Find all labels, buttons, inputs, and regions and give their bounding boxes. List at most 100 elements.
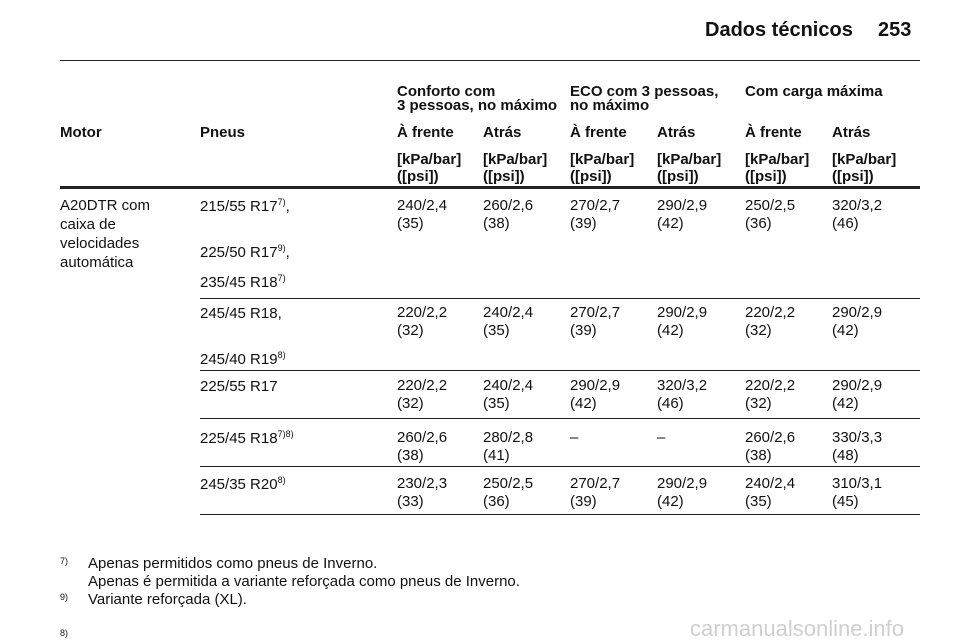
tyre: 225/55 R17 (200, 378, 278, 396)
column-header: À frente (570, 124, 627, 141)
pressure: (35) (483, 322, 510, 339)
rule (60, 60, 920, 61)
column-header: Pneus (200, 124, 246, 141)
note-ref: 8) (277, 475, 286, 485)
pressure: (41) (483, 447, 510, 464)
pressure: (46) (657, 395, 684, 412)
group-header: Com carga máxima (745, 83, 883, 100)
group-header: Conforto com (397, 83, 496, 100)
unit: [kPa/bar] (483, 151, 548, 168)
pressure: (42) (832, 395, 859, 412)
pressure: 290/2,9 (570, 377, 621, 394)
pressure: 240/2,4 (483, 304, 534, 321)
rule (200, 466, 920, 467)
pressure: 260/2,6 (745, 429, 796, 446)
unit: [kPa/bar] (570, 151, 635, 168)
footnote-mark: 7) (60, 556, 69, 566)
pressure: (39) (570, 215, 597, 232)
column-header: Atrás (657, 124, 696, 141)
unit: ([psi]) (570, 168, 612, 185)
pressure: (45) (832, 493, 859, 510)
pressure: (35) (483, 395, 510, 412)
suffix: , (285, 244, 290, 261)
pressure: 220/2,2 (745, 304, 796, 321)
unit: [kPa/bar] (745, 151, 810, 168)
rule (200, 418, 920, 419)
tyre: 225/50 R179), (200, 243, 290, 263)
pressure: 310/3,1 (832, 475, 883, 492)
tyre: 245/35 R208) (200, 475, 286, 495)
pressure: 220/2,2 (397, 304, 448, 321)
pressure: 270/2,7 (570, 197, 621, 214)
tyre-size: 225/50 R17 (200, 244, 278, 261)
note-ref: 8) (277, 350, 286, 360)
tyre-size: 225/55 R17 (200, 378, 278, 395)
note-ref: 9) (277, 243, 286, 253)
rule (60, 186, 920, 189)
pressure: (42) (832, 322, 859, 339)
tyre-size: 245/45 R18, (200, 305, 282, 322)
tyre-size: 225/45 R18 (200, 430, 278, 447)
pressure: (42) (657, 215, 684, 232)
pressure: 260/2,6 (397, 429, 448, 446)
pressure: (38) (745, 447, 772, 464)
pressure: 290/2,9 (832, 377, 883, 394)
unit: ([psi]) (483, 168, 525, 185)
footnote-mark: 8) (60, 628, 69, 638)
pressure: (35) (745, 493, 772, 510)
pressure: 220/2,2 (397, 377, 448, 394)
pressure: 320/3,2 (657, 377, 708, 394)
pressure: (46) (832, 215, 859, 232)
pressure: (32) (397, 322, 424, 339)
tyre: 245/40 R198) (200, 350, 286, 370)
column-header: À frente (745, 124, 802, 141)
suffix: , (285, 198, 290, 215)
note-ref: 7) (277, 197, 286, 207)
pressure: (32) (745, 322, 772, 339)
motor: A20DTR com (60, 197, 151, 214)
pressure: 290/2,9 (657, 197, 708, 214)
rule (200, 298, 920, 299)
pressure: (36) (745, 215, 772, 232)
pressure: (33) (397, 493, 424, 510)
pressure: (36) (483, 493, 510, 510)
rule (200, 370, 920, 371)
pressure: (38) (397, 447, 424, 464)
tyre: 235/45 R187) (200, 273, 286, 293)
pressure: 280/2,8 (483, 429, 534, 446)
pressure: (39) (570, 322, 597, 339)
footnote: Variante reforçada (XL). (88, 591, 247, 608)
pressure: (48) (832, 447, 859, 464)
column-header: À frente (397, 124, 454, 141)
tyre-size: 245/40 R19 (200, 351, 278, 368)
column-header: Atrás (483, 124, 522, 141)
pressure: (32) (745, 395, 772, 412)
pressure: 270/2,7 (570, 475, 621, 492)
pressure: 290/2,9 (657, 475, 708, 492)
group-header: no máximo (570, 97, 650, 114)
pressure: – (570, 429, 579, 446)
unit: [kPa/bar] (657, 151, 722, 168)
pressure: 220/2,2 (745, 377, 796, 394)
pressure: (42) (657, 493, 684, 510)
pressure: 270/2,7 (570, 304, 621, 321)
pressure: – (657, 429, 666, 446)
footnote-mark: 9) (60, 592, 69, 602)
unit: [kPa/bar] (832, 151, 897, 168)
page-number: 253 (878, 19, 912, 41)
note-ref: 7)8) (277, 429, 294, 439)
page-title: Dados técnicos (705, 19, 853, 41)
group-header: ECO com 3 pessoas, (570, 83, 719, 100)
tyre: 225/45 R187)8) (200, 429, 294, 449)
unit: ([psi]) (657, 168, 699, 185)
column-header: Atrás (832, 124, 871, 141)
tyre: 215/55 R177), (200, 197, 290, 217)
tyre-size: 235/45 R18 (200, 274, 278, 291)
column-header: Motor (60, 124, 102, 141)
unit: [kPa/bar] (397, 151, 462, 168)
pressure: (38) (483, 215, 510, 232)
pressure: (42) (657, 322, 684, 339)
unit: ([psi]) (832, 168, 874, 185)
pressure: (42) (570, 395, 597, 412)
